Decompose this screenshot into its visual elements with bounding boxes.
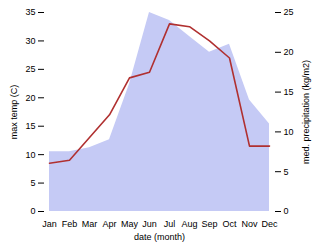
svg-text:date (month): date (month) [134, 232, 185, 242]
svg-text:0: 0 [30, 206, 35, 216]
svg-text:35: 35 [25, 7, 35, 17]
svg-text:Mar: Mar [82, 219, 98, 229]
svg-text:10: 10 [25, 150, 35, 160]
svg-text:5: 5 [284, 167, 289, 177]
svg-text:May: May [121, 219, 139, 229]
svg-text:20: 20 [25, 93, 35, 103]
svg-text:Aug: Aug [181, 219, 197, 229]
svg-text:Apr: Apr [102, 219, 116, 229]
svg-text:Oct: Oct [222, 219, 237, 229]
svg-text:Dec: Dec [261, 219, 278, 229]
svg-text:15: 15 [284, 87, 294, 97]
svg-text:0: 0 [284, 206, 289, 216]
svg-text:Nov: Nov [241, 219, 258, 229]
svg-text:med. precipitation (kg/m2): med. precipitation (kg/m2) [301, 60, 311, 164]
svg-text:25: 25 [25, 64, 35, 74]
svg-text:25: 25 [284, 7, 294, 17]
svg-text:5: 5 [30, 178, 35, 188]
svg-text:Jun: Jun [142, 219, 157, 229]
svg-text:Sep: Sep [201, 219, 217, 229]
svg-text:Feb: Feb [62, 219, 78, 229]
svg-text:15: 15 [25, 121, 35, 131]
svg-text:Jan: Jan [42, 219, 57, 229]
svg-text:10: 10 [284, 127, 294, 137]
svg-text:20: 20 [284, 47, 294, 57]
svg-text:Jul: Jul [164, 219, 176, 229]
svg-text:30: 30 [25, 36, 35, 46]
svg-text:max temp (C): max temp (C) [9, 85, 19, 140]
